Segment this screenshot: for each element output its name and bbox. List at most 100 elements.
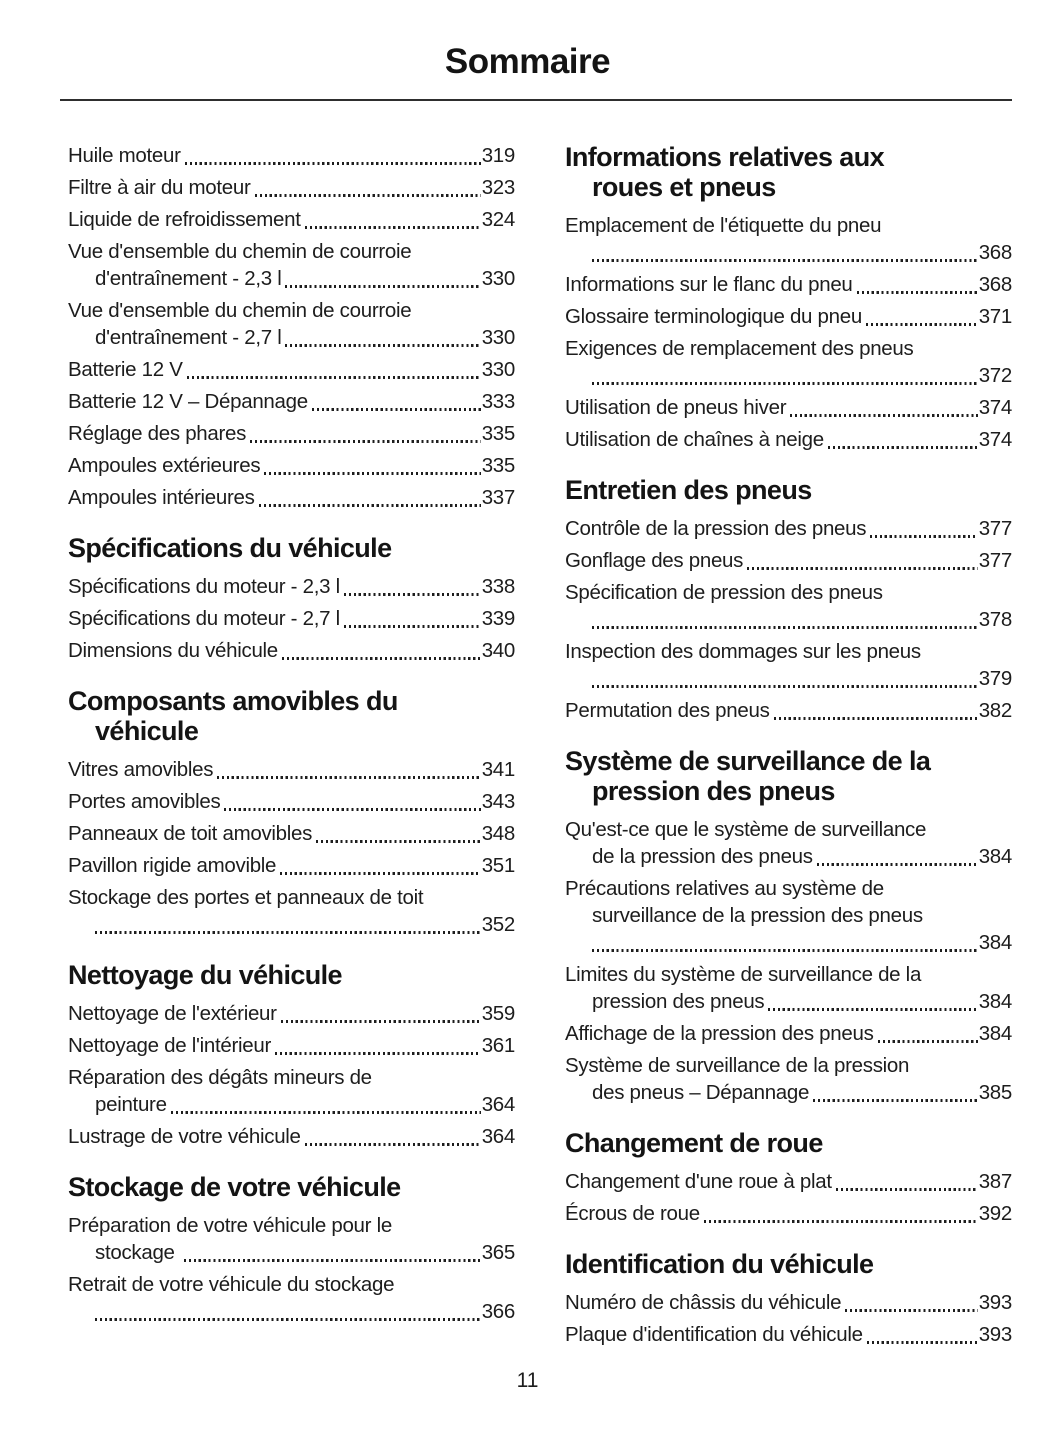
section-heading-line: Composants amovibles du bbox=[68, 686, 398, 716]
toc-section: Informations relatives aux roues et pneus… bbox=[565, 142, 1012, 453]
toc-entry: Exigences de remplacement des pneus 372 bbox=[565, 335, 1012, 389]
entry-label-line: Stockage des portes et panneaux de toit bbox=[68, 886, 424, 909]
entry-page-number: 372 bbox=[978, 364, 1013, 387]
toc-entry: Précautions relatives au système de surve… bbox=[565, 875, 1012, 956]
toc-entry: Réglage des phares 335 bbox=[68, 420, 515, 447]
section-heading-line: véhicule bbox=[95, 716, 199, 746]
toc-entry: Système de surveillance de la pression de… bbox=[565, 1052, 1012, 1106]
entry-last-line: Nettoyage de l'intérieur 361 bbox=[68, 1032, 515, 1059]
entry-last-line: Panneaux de toit amovibles 348 bbox=[68, 820, 515, 847]
entry-page-number: 340 bbox=[481, 639, 516, 662]
entry-page-number: 352 bbox=[481, 913, 516, 936]
toc-entry: Numéro de châssis du véhicule 393 bbox=[565, 1289, 1012, 1316]
entry-last-line: Permutation des pneus 382 bbox=[565, 697, 1012, 724]
dot-leader bbox=[95, 1318, 481, 1321]
toc-entry: Qu'est-ce que le système de surveillance… bbox=[565, 816, 1012, 870]
toc-entry: Informations sur le flanc du pneu 368 bbox=[565, 271, 1012, 298]
toc-entry: Retrait de votre véhicule du stockage 366 bbox=[68, 1271, 515, 1325]
entry-label: des pneus – Dépannage bbox=[592, 1081, 810, 1104]
dot-leader bbox=[184, 162, 481, 165]
toc-entry: Filtre à air du moteur 323 bbox=[68, 174, 515, 201]
entry-last-line: Plaque d'identification du véhicule 393 bbox=[565, 1321, 1012, 1348]
entry-last-line: Changement d'une roue à plat 387 bbox=[565, 1168, 1012, 1195]
entry-page-number: 348 bbox=[481, 822, 516, 845]
entry-last-line: 366 bbox=[68, 1298, 515, 1325]
dot-leader bbox=[224, 808, 481, 811]
toc-entry: Gonflage des pneus 377 bbox=[565, 547, 1012, 574]
toc-entry: Portes amovibles 343 bbox=[68, 788, 515, 815]
entry-last-line: Utilisation de pneus hiver 374 bbox=[565, 394, 1012, 421]
entry-label: Huile moteur bbox=[68, 144, 181, 167]
dot-leader bbox=[250, 440, 481, 443]
dot-leader bbox=[866, 1341, 978, 1344]
section-heading: Stockage de votre véhicule bbox=[68, 1172, 515, 1202]
entry-label-line: Limites du système de surveillance de la bbox=[565, 963, 922, 986]
dot-leader bbox=[827, 446, 978, 449]
toc-section: Spécifications du véhicule Spécifications… bbox=[68, 533, 515, 664]
entry-last-line: peinture 364 bbox=[68, 1091, 515, 1118]
entry-page-number: 393 bbox=[978, 1323, 1013, 1346]
entry-page-number: 384 bbox=[978, 931, 1013, 954]
dot-leader bbox=[280, 872, 481, 875]
toc-entry: Limites du système de surveillance de la… bbox=[565, 961, 1012, 1015]
entry-page-number: 338 bbox=[481, 575, 516, 598]
entry-page-number: 364 bbox=[481, 1093, 516, 1116]
entry-last-line: Ampoules extérieures 335 bbox=[68, 452, 515, 479]
entry-last-line: Affichage de la pression des pneus 384 bbox=[565, 1020, 1012, 1047]
entry-last-line: 368 bbox=[565, 239, 1012, 266]
dot-leader bbox=[703, 1220, 978, 1223]
toc-section: Composants amovibles du véhicule Vitres am… bbox=[68, 686, 515, 938]
dot-leader bbox=[217, 776, 481, 779]
dot-leader bbox=[186, 376, 481, 379]
dot-leader bbox=[845, 1309, 978, 1312]
entry-label: Affichage de la pression des pneus bbox=[565, 1022, 874, 1045]
toc-entry: Liquide de refroidissement 324 bbox=[68, 206, 515, 233]
entry-page-number: 387 bbox=[978, 1170, 1013, 1193]
entry-label: d'entraînement - 2,7 l bbox=[95, 326, 282, 349]
entry-label: Gonflage des pneus bbox=[565, 549, 744, 572]
section-heading: Entretien des pneus bbox=[565, 475, 1012, 505]
entry-last-line: Vitres amovibles 341 bbox=[68, 756, 515, 783]
dot-leader bbox=[95, 931, 481, 934]
toc-entry: Spécification de pression des pneus 378 bbox=[565, 579, 1012, 633]
toc-entry: Batterie 12 V – Dépannage 333 bbox=[68, 388, 515, 415]
dot-leader bbox=[592, 949, 978, 952]
toc-entry: Écrous de roue 392 bbox=[565, 1200, 1012, 1227]
entry-page-number: 337 bbox=[481, 486, 516, 509]
dot-leader bbox=[773, 717, 978, 720]
entry-label-line: Retrait de votre véhicule du stockage bbox=[68, 1273, 395, 1296]
toc-entry: Permutation des pneus 382 bbox=[565, 697, 1012, 724]
entry-label: Batterie 12 V – Dépannage bbox=[68, 390, 308, 413]
entry-page-number: 393 bbox=[978, 1291, 1013, 1314]
entry-last-line: Réglage des phares 335 bbox=[68, 420, 515, 447]
entry-label-line: surveillance de la pression des pneus bbox=[592, 904, 923, 927]
entry-page-number: 339 bbox=[481, 607, 516, 630]
entry-label-line: Inspection des dommages sur les pneus bbox=[565, 640, 921, 663]
toc-entry: Nettoyage de l'extérieur 359 bbox=[68, 1000, 515, 1027]
entry-label: Spécifications du moteur - 2,7 l bbox=[68, 607, 340, 630]
entry-page-number: 361 bbox=[481, 1034, 516, 1057]
section-heading-line: pression des pneus bbox=[592, 776, 835, 806]
entry-label-line: Préparation de votre véhicule pour le bbox=[68, 1214, 392, 1237]
section-heading: Composants amovibles du véhicule bbox=[68, 686, 515, 746]
toc-entry: Batterie 12 V 330 bbox=[68, 356, 515, 383]
entry-last-line: Pavillon rigide amovible 351 bbox=[68, 852, 515, 879]
entry-label: Pavillon rigide amovible bbox=[68, 854, 277, 877]
entry-label: Nettoyage de l'intérieur bbox=[68, 1034, 271, 1057]
entry-page-number: 330 bbox=[481, 326, 516, 349]
entry-page-number: 335 bbox=[481, 454, 516, 477]
toc-entry: Vitres amovibles 341 bbox=[68, 756, 515, 783]
entry-label: peinture bbox=[95, 1093, 167, 1116]
entry-label: Batterie 12 V bbox=[68, 358, 183, 381]
dot-leader bbox=[592, 382, 978, 385]
toc-entry: Plaque d'identification du véhicule 393 bbox=[565, 1321, 1012, 1348]
section-heading-line: Entretien des pneus bbox=[565, 475, 812, 505]
entry-last-line: Informations sur le flanc du pneu 368 bbox=[565, 271, 1012, 298]
toc-entry: Ampoules intérieures 337 bbox=[68, 484, 515, 511]
toc-entry: Ampoules extérieures 335 bbox=[68, 452, 515, 479]
toc-section: Stockage de votre véhicule Préparation de… bbox=[68, 1172, 515, 1325]
entry-label-line: Vue d'ensemble du chemin de courroie bbox=[68, 299, 412, 322]
dot-leader bbox=[258, 504, 481, 507]
entry-page-number: 335 bbox=[481, 422, 516, 445]
entry-last-line: Lustrage de votre véhicule 364 bbox=[68, 1123, 515, 1150]
